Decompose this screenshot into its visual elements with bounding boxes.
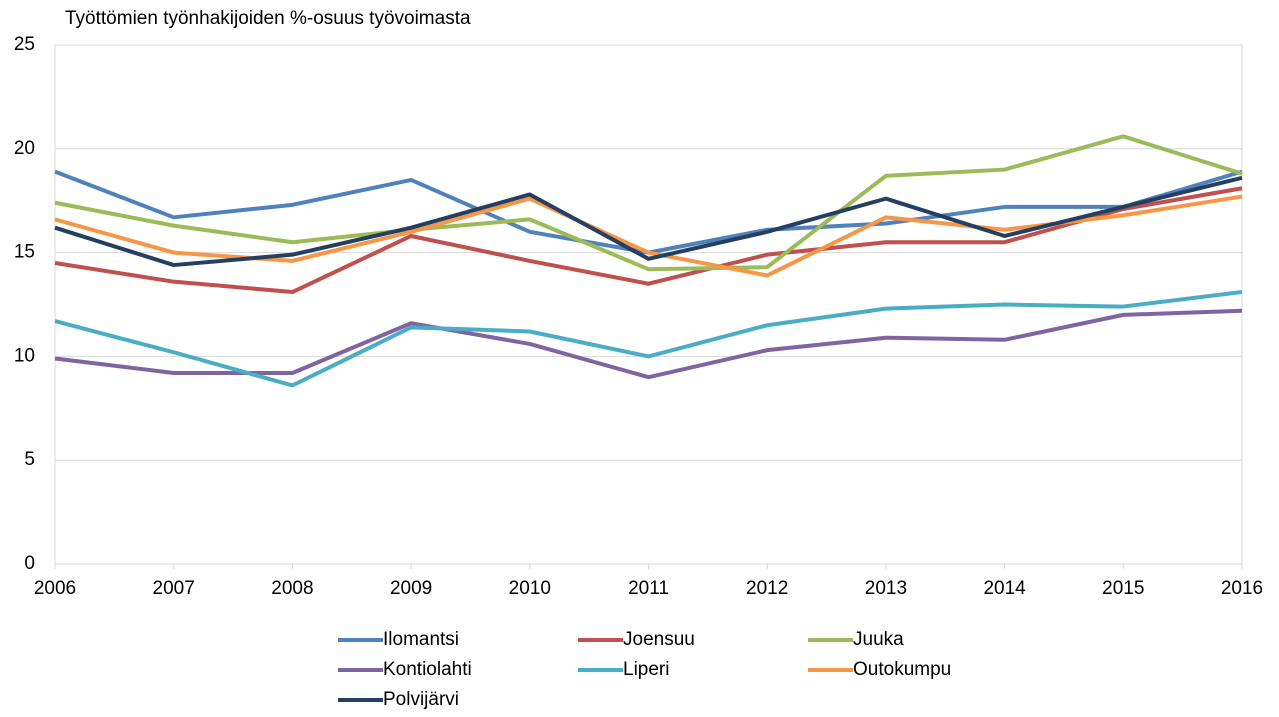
series-line (54, 169, 1243, 255)
x-tick-label: 2016 (1221, 578, 1263, 599)
x-tick-label: 2012 (746, 578, 788, 599)
legend-label: Polvijärvi (383, 689, 459, 710)
y-tick-label: 20 (14, 138, 35, 159)
x-tick-label: 2014 (983, 578, 1026, 599)
y-tick-label: 0 (24, 553, 35, 574)
x-tick-label: 2015 (1102, 578, 1144, 599)
series-line (54, 175, 1243, 268)
x-tick-label: 2008 (271, 578, 313, 599)
legend-label: Ilomantsi (383, 629, 459, 650)
series-line (54, 290, 1243, 388)
x-tick-label: 2009 (390, 578, 432, 599)
y-tick-label: 25 (14, 34, 35, 55)
series-line (54, 186, 1243, 295)
x-tick-label: 2011 (628, 578, 669, 599)
y-tick-label: 10 (14, 345, 35, 366)
x-tick-label: 2007 (153, 578, 195, 599)
y-tick-label: 15 (14, 242, 35, 263)
series-line (54, 134, 1243, 272)
legend-label: Liperi (623, 659, 669, 680)
y-tick-label: 5 (24, 449, 35, 470)
x-tick-label: 2010 (509, 578, 551, 599)
legend-label: Juuka (853, 629, 904, 650)
x-tick-label: 2013 (865, 578, 907, 599)
x-tick-label: 2006 (34, 578, 76, 599)
chart-title: Työttömien työnhakijoiden %-osuus työvoi… (65, 8, 471, 29)
legend-label: Outokumpu (853, 659, 951, 680)
legend-label: Joensuu (623, 629, 695, 650)
legend-label: Kontiolahti (383, 659, 472, 680)
